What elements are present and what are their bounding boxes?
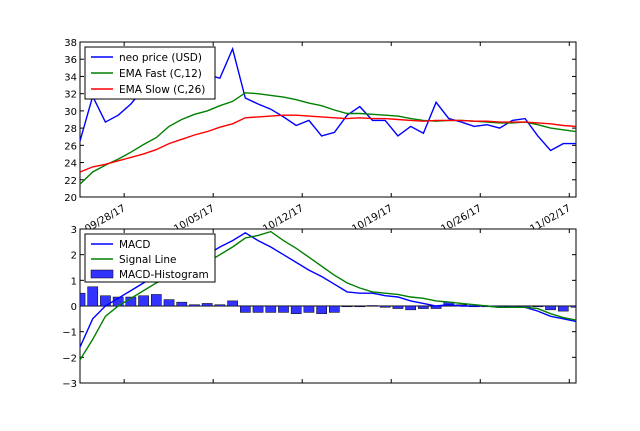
top-y-tick-label: 32	[64, 90, 77, 101]
top-y-tick-label: 36	[64, 55, 77, 66]
legend-label: Signal Line	[119, 254, 176, 266]
bottom-y-tick-label: 2	[71, 251, 77, 262]
top-y-tick-label: 24	[64, 159, 77, 170]
histogram-bar	[379, 305, 391, 308]
histogram-bar	[214, 304, 226, 307]
histogram-bar	[87, 286, 99, 307]
histogram-bar	[227, 300, 238, 307]
histogram-bar	[189, 304, 200, 307]
top-y-tick-label: 22	[64, 176, 77, 187]
top-y-tick-label: 38	[64, 38, 77, 49]
bottom-y-tick-label: −2	[62, 353, 77, 364]
histogram-bar	[570, 305, 577, 308]
series-line-ema-slow-c-26	[79, 114, 577, 173]
histogram-bar	[532, 305, 544, 308]
legend-swatch	[90, 269, 114, 279]
histogram-bar	[239, 305, 251, 313]
histogram-bar	[392, 305, 404, 309]
histogram-bar	[79, 292, 86, 307]
histogram-bar	[367, 305, 378, 307]
legend-label: neo price (USD)	[119, 52, 202, 64]
histogram-bar	[316, 305, 327, 314]
histogram-bar	[418, 305, 429, 309]
macd-chart: −3 −2 −1 0 1 2 3 MACD Signal Line MACD-Histogram	[62, 225, 577, 390]
top-y-tick-label: 30	[64, 107, 77, 118]
top-y-tick-label: 28	[64, 124, 77, 135]
bottom-y-tick-label: −1	[62, 328, 77, 339]
histogram-bar	[303, 305, 315, 313]
bottom-y-tick-label: 3	[71, 225, 77, 236]
histogram-bar	[354, 305, 366, 308]
histogram-bar	[278, 305, 289, 313]
top-y-tick-label: 34	[64, 72, 77, 83]
histogram-bar	[201, 303, 213, 307]
histogram-bar	[252, 305, 264, 313]
legend-label: EMA Fast (C,12)	[119, 68, 202, 80]
histogram-bar	[176, 301, 188, 307]
histogram-bar	[329, 305, 340, 313]
histogram-bar	[163, 299, 175, 307]
histogram-bar	[290, 305, 302, 314]
histogram-bar	[150, 294, 162, 307]
bottom-y-tick-label: 1	[71, 276, 77, 287]
histogram-bar	[557, 305, 569, 312]
legend-label: EMA Slow (C,26)	[119, 84, 205, 96]
histogram-bar	[405, 305, 417, 311]
histogram-bar	[138, 295, 149, 307]
bottom-y-tick-label: 0	[71, 302, 77, 313]
bottom-y-tick-label: −3	[62, 379, 77, 390]
histogram-bar	[341, 305, 353, 308]
histogram-bar	[545, 305, 556, 311]
histogram-bar	[265, 305, 277, 313]
legend-label: MACD-Histogram	[119, 269, 209, 281]
top-y-tick-label: 20	[64, 193, 77, 204]
top-y-tick-label: 26	[64, 141, 77, 152]
legend-label: MACD	[119, 239, 150, 251]
series-line-ema-fast-c-12	[79, 92, 577, 185]
